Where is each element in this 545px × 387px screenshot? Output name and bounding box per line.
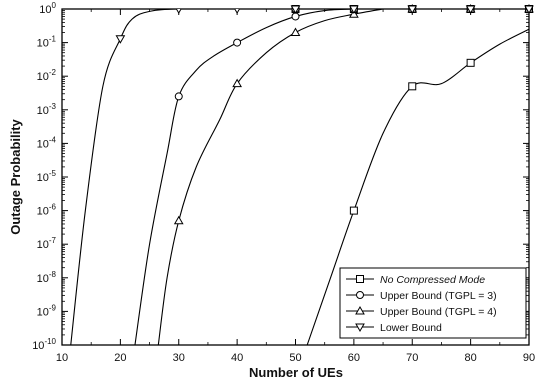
series-4 — [70, 9, 240, 345]
x-axis-label: Number of UEs — [249, 365, 343, 380]
legend-marker — [355, 323, 365, 333]
legend-marker — [356, 291, 364, 299]
y-axis-label: Outage Probability — [8, 118, 23, 234]
legend-entry-label: No Compressed Mode — [380, 274, 485, 286]
series-marker — [173, 215, 184, 225]
x-tick-label: 10 — [56, 352, 68, 364]
series-marker — [290, 27, 301, 36]
x-tick-label: 90 — [523, 352, 535, 364]
legend: No Compressed Mode Upper Bound (TGPL = 3)… — [339, 267, 527, 339]
top-triangle-down-marker — [290, 5, 301, 15]
y-tick-label: 10-10 — [32, 337, 56, 352]
series-marker — [408, 82, 417, 91]
series-marker — [234, 9, 240, 15]
axes-layer: 100 10-1 10-2 10-3 10-4 10-5 10-6 10-7 10-8 10-9 1… — [32, 1, 535, 364]
legend-entry-label: Upper Bound (TGPL = 4) — [380, 306, 497, 318]
series-line — [134, 9, 354, 345]
legend-entry-label: Upper Bound (TGPL = 3) — [380, 290, 497, 302]
y-tick-label: 10-4 — [37, 135, 57, 150]
series-marker — [232, 78, 242, 88]
series-layer — [70, 3, 534, 345]
x-tick-label: 60 — [348, 352, 360, 364]
y-tick-label: 100 — [39, 1, 56, 16]
series-line — [70, 9, 238, 345]
y-tick-label: 10-8 — [37, 270, 57, 285]
series-marker — [466, 58, 475, 67]
x-tick-label: 50 — [289, 352, 301, 364]
x-tick-label: 80 — [465, 352, 477, 364]
series-marker — [175, 9, 182, 15]
top-triangle-down-marker — [465, 5, 476, 15]
legend-marker — [355, 305, 365, 315]
top-markers — [290, 3, 534, 15]
top-triangle-down-marker — [407, 5, 418, 15]
series-marker — [115, 35, 126, 44]
top-triangle-down-marker — [524, 5, 534, 15]
y-tick-label: 10-9 — [37, 303, 57, 318]
y-tick-label: 10-6 — [37, 203, 57, 218]
y-tick-label: 10-2 — [37, 68, 57, 83]
y-tick-label: 10-3 — [37, 102, 57, 117]
y-tick-label: 10-5 — [37, 169, 57, 184]
series-marker — [233, 38, 242, 47]
legend-entry-label: Lower Bound — [380, 322, 442, 334]
top-triangle-down-marker — [349, 5, 359, 15]
x-tick-label: 20 — [114, 352, 126, 364]
y-tick-label: 10-1 — [37, 35, 57, 50]
series-marker — [174, 92, 183, 101]
legend-box — [339, 267, 527, 339]
x-tick-label: 70 — [406, 352, 418, 364]
legend-marker — [356, 275, 364, 283]
x-tick-label: 40 — [231, 352, 243, 364]
y-tick-label: 10-7 — [37, 236, 57, 251]
series-marker — [349, 206, 358, 215]
series-1 — [306, 28, 529, 345]
series-2 — [134, 9, 354, 345]
x-tick-label: 30 — [173, 352, 185, 364]
